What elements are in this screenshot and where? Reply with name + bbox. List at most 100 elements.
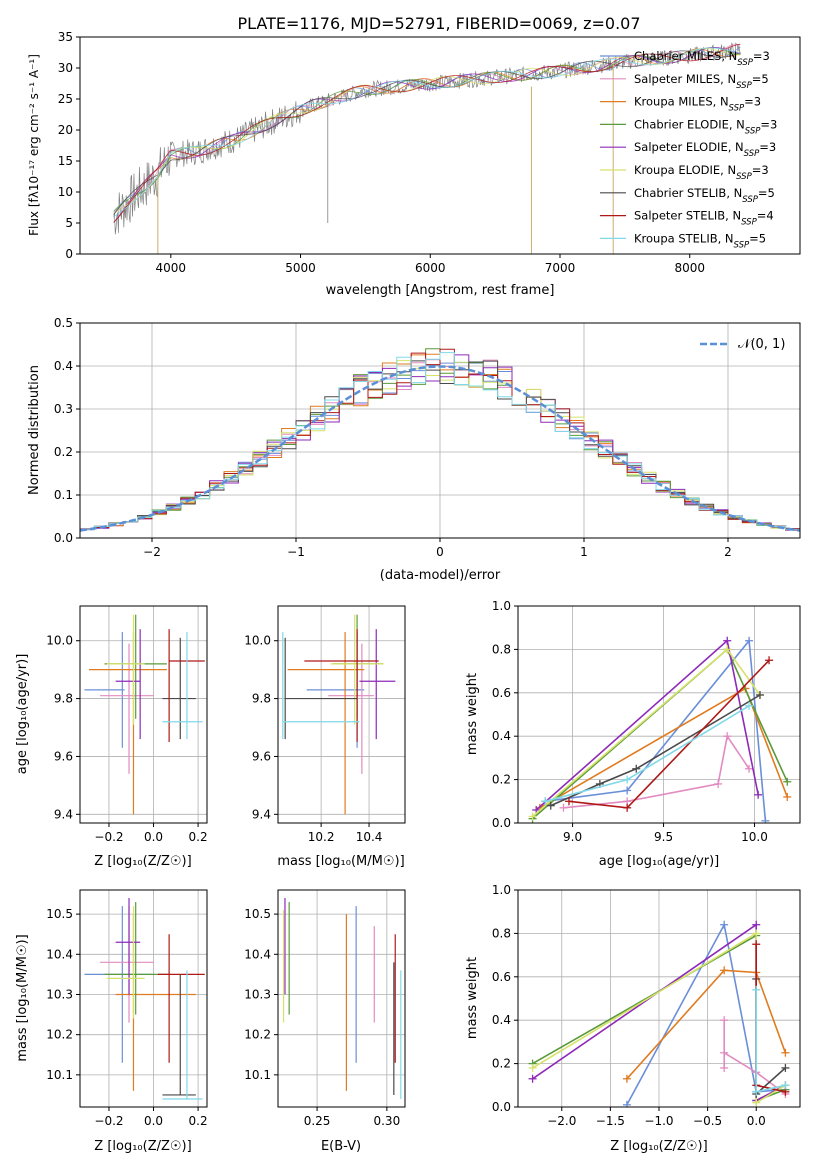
errorbars [282, 898, 402, 1099]
axes-frame [517, 889, 801, 1108]
massweight-vs-age-content: 9.0 9.5 10.0 0.0 0.2 0.4 0.6 0.8 1.0 [492, 599, 800, 844]
x-tick-label: 7000 [545, 261, 576, 275]
y-tick-label: 5 [65, 216, 73, 230]
y-tick-label: 10.0 [244, 634, 271, 648]
spectrum-legend: Chabrier MILES, NSSP=3 Salpeter MILES, NS… [600, 49, 777, 250]
legend-subscript: SSP [736, 81, 752, 91]
plot-area [278, 890, 405, 1107]
y-tick-label: 9.6 [252, 749, 271, 763]
model-spectrum [113, 50, 741, 216]
axes-frame [79, 36, 801, 255]
y-tick-label: 15 [58, 154, 73, 168]
y-tick-label: 10.3 [244, 987, 271, 1001]
histogram-series [80, 360, 800, 532]
y-axis-label: age [log₁₀(age/yr)] [15, 654, 30, 775]
x-axis-label: age [log₁₀(age/yr)] [599, 854, 720, 869]
residuals-legend: 𝒩(0, 1) [700, 337, 785, 352]
panel-massweight-vs-Z: −2.0 −1.5 −1.0 −0.5 0.0 0.0 0.2 0.4 0.6 0.8 1.0 Z … [465, 883, 801, 1154]
y-tick-label: 10.1 [244, 1068, 271, 1082]
x-tick-label: 10.4 [356, 830, 383, 844]
x-axis-label: mass [log₁₀(M/M☉)] [277, 854, 404, 869]
y-tick-label: 9.4 [252, 807, 271, 821]
x-axis-label: Z [log₁₀(Z/Z☉)] [610, 1139, 707, 1154]
y-tick-label: 0.8 [492, 926, 511, 940]
y-tick-label: 25 [58, 92, 73, 106]
legend-label: Salpeter STELIB, NSSP=4 [634, 209, 774, 228]
legend-label: Kroupa MILES, NSSP=3 [634, 95, 761, 114]
y-axis-label: mass weight [465, 673, 480, 755]
panel-massweight-vs-age: 9.0 9.5 10.0 0.0 0.2 0.4 0.6 0.8 1.0 age [log₁₀(… [465, 599, 801, 869]
y-tick-label: 0.2 [492, 773, 511, 787]
y-tick-label: 0.4 [492, 729, 511, 743]
y-tick-label: 0.0 [492, 816, 511, 830]
weight-series [568, 659, 770, 809]
axes-frame [79, 889, 208, 1108]
y-axis-label: mass [log₁₀(M/M☉)] [15, 934, 30, 1061]
weight-series [550, 694, 761, 807]
axes-frame [277, 605, 406, 824]
residuals-content: −2 −1 0 1 2 0.0 0.1 0.2 0.3 0.4 0.5 [54, 316, 800, 559]
y-tick-label: 10.5 [244, 907, 271, 921]
x-axis-label: Z [log₁₀(Z/Z☉)] [94, 1139, 191, 1154]
mass-vs-EBV-content: 0.25 0.30 10.1 10.2 10.3 10.4 10.5 [244, 890, 405, 1128]
weight-series [755, 979, 786, 1096]
x-tick-label: −2 [143, 545, 161, 559]
legend-label: Chabrier STELIB, NSSP=5 [634, 186, 775, 205]
legend-subscript: SSP [741, 218, 757, 228]
y-tick-label: 20 [58, 123, 73, 137]
y-tick-label: 35 [58, 30, 73, 44]
chart-title: PLATE=1176, MJD=52791, FIBERID=0069, z=0… [237, 14, 640, 33]
y-tick-label: 10.3 [46, 987, 73, 1001]
y-tick-label: 10.0 [46, 634, 73, 648]
x-axis-label: Z [log₁₀(Z/Z☉)] [94, 854, 191, 869]
legend-subscript: SSP [729, 104, 745, 114]
y-tick-label: 0 [65, 247, 73, 261]
y-axis-label: Normed distribution [27, 365, 42, 495]
y-tick-label: 10.2 [244, 1028, 271, 1042]
legend-subscript: SSP [736, 172, 752, 182]
age-vs-Z-content: −0.2 0.0 0.2 9.4 9.6 9.8 10.0 [46, 606, 208, 844]
x-tick-label: −1.5 [596, 1114, 625, 1128]
axes-frame [79, 322, 801, 539]
y-tick-label: 0.4 [54, 359, 73, 373]
y-tick-label: 0.2 [54, 445, 73, 459]
panel-mass-vs-Z: −0.2 0.0 0.2 10.1 10.2 10.3 10.4 10.5 Z [log₁₀(… [15, 889, 208, 1154]
legend-subscript: SSP [742, 195, 758, 205]
y-tick-label: 1.0 [492, 599, 511, 613]
panel-residuals: −2 −1 0 1 2 0.0 0.1 0.2 0.3 0.4 0.5 (data-model)/e… [27, 316, 801, 583]
legend-subscript: SSP [744, 149, 760, 159]
y-axis-label: mass weight [465, 957, 480, 1039]
y-tick-label: 0.1 [54, 488, 73, 502]
panel-mass-vs-EBV: 0.25 0.30 10.1 10.2 10.3 10.4 10.5 E(B-V) [244, 889, 406, 1154]
x-tick-label: 2 [724, 545, 732, 559]
x-tick-label: −0.2 [94, 1114, 123, 1128]
age-vs-mass-content: 10.2 10.4 9.4 9.6 9.8 10.0 [244, 606, 405, 844]
panel-age-vs-mass: 10.2 10.4 9.4 9.6 9.8 10.0 mass [log₁₀(M/M☉)] [244, 605, 406, 869]
y-tick-label: 10.5 [46, 907, 73, 921]
y-axis-label: Flux [fλ10⁻¹⁷ erg cm⁻² s⁻¹ A⁻¹] [27, 54, 41, 236]
x-tick-label: −0.5 [693, 1114, 722, 1128]
normal-reference-curve [80, 365, 800, 532]
weight-lines [528, 636, 792, 823]
weight-series [532, 648, 789, 820]
y-tick-label: 9.4 [54, 807, 73, 821]
plot-area [80, 606, 207, 823]
weight-lines [528, 920, 790, 1107]
errorbars [282, 614, 396, 815]
spectrum-content: 4000 5000 6000 7000 8000 0 5 10 15 20 25 30 35 [58, 30, 742, 275]
weight-series [563, 734, 750, 809]
panel-spectrum: PLATE=1176, MJD=52791, FIBERID=0069, z=0… [27, 14, 801, 298]
x-tick-label: 0.0 [747, 1114, 766, 1128]
x-tick-label: 9.0 [563, 830, 582, 844]
y-tick-label: 9.8 [54, 692, 73, 706]
errorbars [84, 614, 205, 815]
y-tick-label: 0.0 [492, 1100, 511, 1114]
plot-area [278, 606, 405, 823]
y-tick-label: 9.8 [252, 692, 271, 706]
legend-label: Salpeter ELODIE, NSSP=3 [634, 140, 776, 159]
legend-label: Kroupa STELIB, NSSP=5 [634, 231, 766, 250]
x-tick-label: −1 [287, 545, 305, 559]
x-axis-label: wavelength [Angstrom, rest frame] [326, 283, 555, 298]
legend-subscript: SSP [734, 240, 750, 250]
